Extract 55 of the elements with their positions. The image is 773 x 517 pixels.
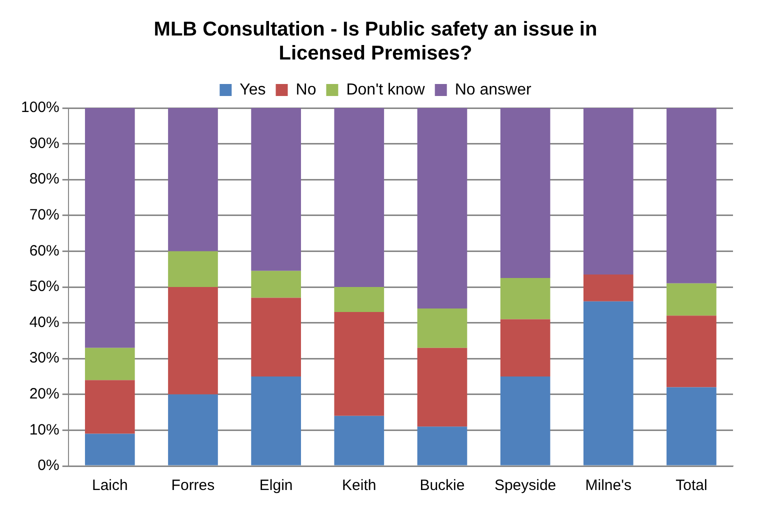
bar [251, 270, 301, 298]
bar [168, 394, 218, 466]
bar [334, 416, 384, 466]
bar [500, 376, 550, 466]
bar [84, 348, 135, 380]
bar [583, 274, 634, 302]
bar [84, 380, 135, 434]
bar [500, 278, 550, 320]
y-tick-label: 40% [29, 314, 60, 331]
bar [168, 287, 218, 394]
x-tick-label: Laich [92, 477, 128, 494]
y-tick-label: 90% [29, 134, 60, 152]
bar [417, 426, 468, 466]
y-tick-label: 50% [29, 278, 60, 296]
x-tick-label: Forres [171, 477, 215, 494]
y-tick-label: 30% [29, 350, 60, 367]
legend-label: No [296, 81, 316, 98]
y-tick-label: 100% [20, 99, 60, 116]
bar [334, 312, 384, 416]
bar [417, 348, 468, 427]
bar [666, 316, 716, 388]
bar [84, 108, 135, 348]
bar [168, 108, 218, 252]
bar [417, 308, 468, 348]
bar [500, 319, 550, 376]
y-tick-label: 60% [29, 242, 60, 260]
bar [583, 301, 634, 466]
bar [334, 287, 384, 312]
y-tick-label: 80% [29, 170, 60, 188]
x-tick-label: Milne's [585, 477, 632, 494]
bar [666, 108, 716, 284]
bar [168, 251, 218, 287]
bar [251, 376, 301, 466]
chart-title: MLB Consultation - Is Public safety an issue in Licensed Premises? [154, 18, 598, 65]
x-tick-label: Buckie [420, 477, 465, 494]
x-tick-label: Keith [342, 477, 376, 494]
bar [417, 108, 468, 308]
bar [666, 387, 716, 466]
bar [251, 108, 301, 271]
y-tick-label: 70% [29, 206, 60, 224]
y-tick-label: 10% [29, 421, 60, 438]
x-tick-label: Elgin [259, 477, 293, 494]
x-tick-label: Total [676, 477, 708, 494]
legend-label: Don't know [346, 81, 426, 98]
bar [666, 283, 716, 316]
y-tick-label: 0% [38, 457, 60, 474]
y-tick-label: 20% [29, 386, 60, 403]
bar [84, 434, 135, 466]
bar [583, 108, 634, 274]
bar [251, 298, 301, 376]
bar [334, 108, 384, 287]
legend-label: No answer [454, 81, 532, 98]
bar [500, 108, 550, 278]
x-tick-label: Speyside [494, 477, 556, 494]
legend-label: Yes [240, 81, 266, 98]
